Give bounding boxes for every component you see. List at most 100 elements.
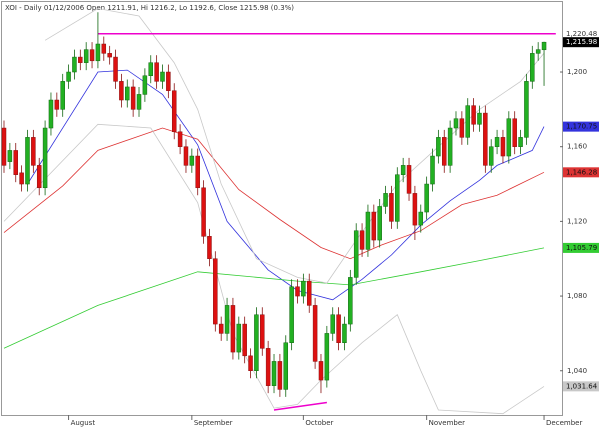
candle-body <box>389 193 394 222</box>
trend-line <box>273 401 328 411</box>
x-tick-label: August <box>71 419 96 427</box>
price-label: 1,220.48 <box>566 30 597 38</box>
candle-body <box>412 193 418 226</box>
candle-body <box>371 211 377 241</box>
candle-body <box>125 86 130 101</box>
candle-body <box>236 323 242 353</box>
candle-body <box>31 137 36 166</box>
candle-body <box>95 43 101 62</box>
candle-body <box>218 323 224 334</box>
candle-body <box>365 211 371 250</box>
x-tick-label: December <box>546 419 582 427</box>
candle-body <box>195 155 200 189</box>
candle-body <box>306 280 312 306</box>
price-label: 1,146.28 <box>566 168 597 176</box>
candle-body <box>254 314 259 371</box>
candle-body <box>42 127 48 189</box>
x-tick-label: October <box>305 419 333 427</box>
price-label-box <box>563 121 599 132</box>
candle-body <box>1 127 7 166</box>
candle-body <box>459 118 465 138</box>
candle-body <box>177 131 183 147</box>
candle-body <box>312 305 318 362</box>
candle-body <box>36 165 42 189</box>
candle-body <box>406 165 412 194</box>
candle-body <box>436 137 441 157</box>
plot-frame <box>1 1 563 416</box>
candle-body <box>189 155 195 166</box>
candle-body <box>83 49 89 63</box>
candle-body <box>48 99 54 129</box>
candle-body <box>13 150 18 175</box>
candle-body <box>89 49 95 62</box>
price-label-box <box>563 242 599 253</box>
candle-body <box>506 118 512 157</box>
candle-body <box>119 81 124 101</box>
candle-body <box>60 81 65 110</box>
candle-body <box>136 94 142 110</box>
price-label: 1,031.64 <box>566 382 598 390</box>
candle-body <box>471 105 476 125</box>
candle-body <box>201 187 206 237</box>
candle-body <box>265 348 271 386</box>
candle-body <box>447 127 453 166</box>
candle-body <box>154 62 159 82</box>
y-tick-label: 1,200 <box>567 68 587 76</box>
candle-body <box>107 53 112 58</box>
candle-body <box>183 146 189 166</box>
candle-body <box>72 56 77 73</box>
candle-body <box>224 305 230 334</box>
candle-body <box>54 99 60 110</box>
candle-body <box>166 71 171 91</box>
candle-body <box>19 172 24 185</box>
candle-body <box>348 277 353 325</box>
y-tick-label: 1,120 <box>567 217 587 225</box>
candle-body <box>113 56 118 82</box>
candle-body <box>465 105 470 138</box>
candle-body <box>25 137 30 185</box>
candle-body <box>171 90 177 133</box>
price-label-box <box>563 381 599 392</box>
x-tick-label: November <box>429 419 466 427</box>
candle-body <box>318 361 324 381</box>
candle-body <box>330 314 335 334</box>
candle-body <box>66 71 71 82</box>
y-tick-label: 1,160 <box>567 143 587 151</box>
price-label: 1,170.75 <box>566 123 597 131</box>
candle-body <box>395 174 400 222</box>
candle-body <box>518 137 523 147</box>
price-label: 1,105.79 <box>566 244 597 252</box>
overlay-line <box>3 123 545 415</box>
candle-body <box>430 155 435 185</box>
candle-body <box>130 86 136 110</box>
candle-body <box>248 355 253 372</box>
candle-body <box>78 56 83 63</box>
overlay-line <box>27 69 545 301</box>
candle-body <box>277 361 283 390</box>
candle-body <box>535 49 541 54</box>
price-label-box <box>563 28 599 39</box>
price-label-box <box>563 167 599 178</box>
candle-body <box>442 137 447 166</box>
candle-body <box>283 342 289 390</box>
overlay-line <box>3 127 545 260</box>
candle-body <box>353 230 359 278</box>
candle-body <box>271 361 277 386</box>
candle-body <box>424 183 429 213</box>
candle-body <box>512 118 517 147</box>
candle-body <box>453 118 459 129</box>
x-tick-label: September <box>194 419 233 427</box>
candle-body <box>383 193 388 207</box>
price-label: 1,215.98 <box>566 38 597 46</box>
candle-body <box>488 146 494 166</box>
candle-body <box>7 150 13 162</box>
candle-body <box>477 112 482 125</box>
candle-body <box>260 314 265 349</box>
price-label-box <box>563 37 599 48</box>
candle-body <box>213 258 218 325</box>
candle-body <box>230 305 236 353</box>
candle-body <box>541 41 547 51</box>
candle-body <box>524 81 529 138</box>
y-tick-label: 1,040 <box>567 367 587 375</box>
